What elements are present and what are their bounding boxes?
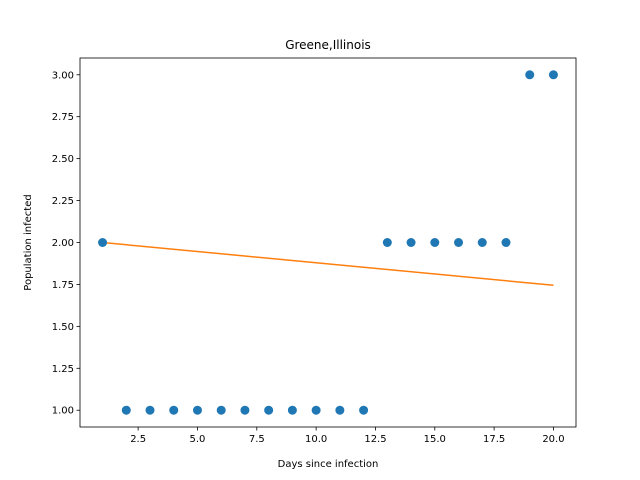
- y-tick-label: 1.50: [52, 322, 74, 333]
- y-tick-label: 1.25: [52, 364, 74, 375]
- y-tick-label: 1.75: [52, 280, 74, 291]
- y-tick-label: 2.25: [52, 196, 74, 207]
- scatter-point: [382, 238, 392, 247]
- x-axis-ticks: 2.5 5.0 7.5 10.0 12.5 15.0 17.5 20.0: [130, 427, 565, 445]
- x-tick-label: 2.5: [130, 434, 146, 445]
- scatter-point: [169, 405, 179, 415]
- x-tick-label: 10.0: [305, 434, 327, 445]
- scatter-point: [98, 238, 108, 247]
- chart-title: Greene,Illinois: [285, 38, 371, 52]
- scatter-point: [287, 405, 297, 415]
- scatter-point: [121, 405, 131, 415]
- scatter-point: [311, 405, 321, 415]
- scatter-point: [548, 70, 558, 80]
- y-tick-label: 3.00: [52, 70, 74, 81]
- scatter-point: [406, 238, 416, 247]
- trend-line: [102, 241, 554, 287]
- x-tick-label: 7.5: [249, 434, 265, 445]
- y-tick-label: 2.75: [52, 112, 74, 123]
- scatter-point: [454, 238, 464, 247]
- x-tick-label: 12.5: [364, 434, 386, 445]
- scatter-point: [264, 405, 274, 415]
- scatter-point: [477, 238, 487, 247]
- plot-frame: [79, 57, 577, 428]
- plot-marks: [98, 70, 558, 415]
- x-tick-label: 5.0: [190, 434, 206, 445]
- plot-area: [80, 58, 576, 427]
- scatter-point: [501, 238, 511, 247]
- x-tick-label: 15.0: [424, 434, 446, 445]
- y-tick-label: 1.00: [52, 406, 74, 417]
- y-axis-ticks: 1.00 1.25 1.50 1.75 2.00 2.25 2.50 2.75 3.00: [52, 70, 80, 417]
- scatter-point: [240, 405, 250, 415]
- scatter-point: [192, 405, 202, 415]
- scatter-point: [359, 405, 369, 415]
- scatter-point: [335, 405, 345, 415]
- y-tick-label: 2.50: [52, 154, 74, 165]
- scatter-point: [525, 70, 535, 80]
- scatter-point: [430, 238, 440, 247]
- x-axis-label: Days since infection: [278, 459, 379, 470]
- scatter-point: [216, 405, 226, 415]
- y-axis-label: Population infected: [23, 194, 34, 290]
- y-tick-label: 2.00: [52, 238, 74, 249]
- x-tick-label: 20.0: [542, 434, 564, 445]
- x-tick-label: 17.5: [483, 434, 505, 445]
- scatter-point: [145, 405, 155, 415]
